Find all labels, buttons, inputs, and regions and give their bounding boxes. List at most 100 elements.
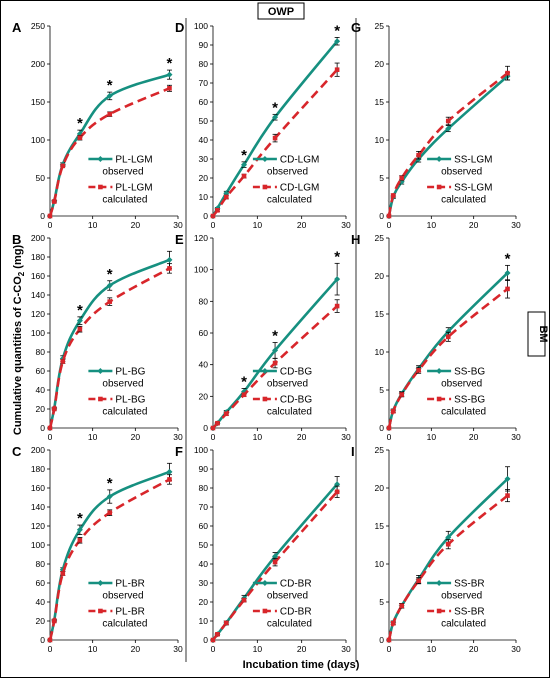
legend-label-observed-kind: observed — [441, 167, 482, 178]
y-tick-label: 100 — [194, 445, 208, 455]
data-point-calculated — [241, 173, 247, 179]
panel-letter-e: E — [175, 232, 184, 247]
data-point-calculated — [505, 70, 510, 76]
legend-label-calculated-name: PL-BR — [115, 607, 144, 618]
legend-label-calculated: SS-LGM calculated — [441, 183, 492, 206]
legend-label-observed-name: SS-BG — [454, 367, 485, 378]
data-point-observed — [166, 468, 173, 475]
x-tick-label: 0 — [387, 220, 392, 230]
data-point-calculated — [445, 541, 451, 547]
y-tick-label: 20 — [199, 597, 209, 607]
panel-letter-f: F — [175, 444, 183, 459]
data-point-calculated — [51, 406, 57, 412]
legend-label-calculated-kind: calculated — [441, 195, 486, 206]
data-point-calculated — [167, 477, 172, 482]
data-point-calculated — [334, 67, 340, 72]
data-point-calculated — [272, 559, 278, 565]
legend-label-calculated: CD-BR calculated — [267, 607, 312, 630]
legend-marker-calculated — [262, 608, 268, 614]
legend-marker-observed — [97, 368, 104, 374]
x-tick-label: 0 — [211, 644, 216, 654]
x-tick-label: 30 — [511, 644, 521, 654]
y-tick-label: 20 — [375, 59, 385, 69]
y-tick-label: 20 — [375, 483, 385, 493]
owp-tag-label: OWP — [268, 6, 294, 18]
x-tick-label: 20 — [131, 432, 141, 442]
x-tick-label: 0 — [48, 644, 53, 654]
data-point-calculated — [47, 213, 53, 219]
data-point-calculated — [445, 334, 451, 340]
data-point-calculated — [416, 367, 421, 373]
significance-star: * — [334, 248, 340, 265]
x-tick-label: 10 — [88, 644, 98, 654]
legend-label-calculated-name: PL-LGM — [115, 183, 152, 194]
panel-b: B 0 20 40 60 80 100 120 140 160 180 200 0 10 20 30 * * PL-… — [12, 232, 183, 442]
x-tick-label: 0 — [387, 432, 392, 442]
data-point-calculated — [241, 597, 247, 603]
data-point-observed — [76, 317, 83, 324]
significance-star: * — [272, 99, 278, 116]
legend-label-calculated-name: CD-BR — [280, 607, 312, 618]
y-tick-label: 30 — [199, 154, 209, 164]
significance-star: * — [107, 266, 113, 283]
y-tick-label: 10 — [199, 616, 209, 626]
y-tick-label: 60 — [199, 97, 209, 107]
x-tick-label: 20 — [297, 220, 307, 230]
legend-label-calculated: CD-BG calculated — [267, 395, 312, 418]
legend-label-calculated-kind: calculated — [441, 407, 486, 418]
legend-marker-observed — [97, 156, 104, 162]
data-point-observed — [445, 125, 452, 132]
y-tick-label: 15 — [375, 309, 385, 319]
data-point-calculated — [399, 175, 404, 181]
y-tick-label: 50 — [199, 116, 209, 126]
data-point-calculated — [167, 266, 172, 271]
legend-label-observed-name: CD-BR — [280, 579, 312, 590]
data-point-calculated — [334, 489, 340, 495]
data-point-calculated — [386, 425, 392, 431]
legend-label-calculated-name: SS-LGM — [454, 183, 492, 194]
bm-tag: BM — [527, 311, 549, 357]
y-tick-label: 0 — [40, 423, 45, 433]
y-tick-label: 40 — [36, 597, 46, 607]
y-tick-label: 10 — [375, 135, 385, 145]
y-axis-title-tail: (mg) — [12, 245, 24, 272]
x-tick-label: 20 — [469, 644, 479, 654]
y-tick-label: 0 — [40, 635, 45, 645]
y-tick-label: 200 — [31, 59, 45, 69]
data-point-calculated — [77, 326, 83, 332]
y-tick-label: 25 — [375, 21, 385, 31]
y-tick-label: 60 — [199, 521, 209, 531]
legend-label-observed-name: PL-LGM — [115, 155, 152, 166]
data-point-observed — [272, 114, 279, 121]
y-tick-label: 100 — [31, 328, 45, 338]
legend-label-observed-name: CD-LGM — [280, 155, 319, 166]
x-tick-label: 0 — [48, 220, 53, 230]
data-point-calculated — [215, 420, 220, 426]
x-tick-label: 0 — [211, 432, 216, 442]
data-point-calculated — [416, 152, 421, 158]
x-tick-label: 30 — [173, 644, 183, 654]
x-tick-label: 10 — [427, 220, 437, 230]
legend-label-observed-name: PL-BG — [115, 367, 145, 378]
data-point-calculated — [77, 537, 83, 543]
y-tick-label: 180 — [31, 464, 45, 474]
data-point-calculated — [445, 118, 451, 124]
significance-star: * — [241, 373, 247, 390]
y-tick-label: 5 — [379, 385, 384, 395]
legend-label-observed: SS-LGM observed — [441, 155, 492, 178]
significance-star: * — [107, 475, 113, 492]
owp-tag: OWP — [257, 2, 305, 20]
data-point-calculated — [399, 603, 404, 609]
panel-c: C 0 20 40 60 80 100 120 140 160 180 200 0 10 20 30 * * PL-… — [12, 444, 183, 654]
significance-star: * — [107, 77, 113, 94]
y-tick-label: 70 — [199, 502, 209, 512]
panel-letter-i: I — [351, 444, 355, 459]
